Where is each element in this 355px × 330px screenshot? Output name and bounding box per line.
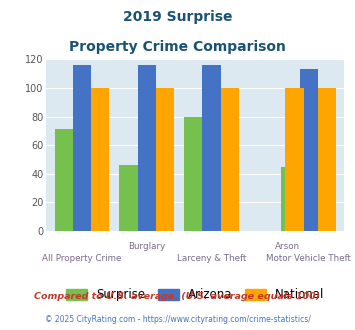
Bar bbox=[282, 167, 300, 231]
Bar bbox=[156, 88, 174, 231]
Bar bbox=[285, 88, 304, 231]
Text: © 2025 CityRating.com - https://www.cityrating.com/crime-statistics/: © 2025 CityRating.com - https://www.city… bbox=[45, 315, 310, 324]
Text: All Property Crime: All Property Crime bbox=[42, 254, 121, 263]
Bar bbox=[220, 88, 239, 231]
Bar bbox=[202, 65, 220, 231]
Legend: Surprise, Arizona, National: Surprise, Arizona, National bbox=[66, 288, 324, 301]
Bar bbox=[184, 116, 202, 231]
Bar bbox=[300, 69, 318, 231]
Text: Motor Vehicle Theft: Motor Vehicle Theft bbox=[266, 254, 351, 263]
Text: Compared to U.S. average. (U.S. average equals 100): Compared to U.S. average. (U.S. average … bbox=[34, 292, 321, 301]
Text: Burglary: Burglary bbox=[128, 243, 165, 251]
Bar bbox=[137, 65, 156, 231]
Text: 2019 Surprise: 2019 Surprise bbox=[123, 10, 232, 24]
Bar bbox=[119, 165, 137, 231]
Text: Property Crime Comparison: Property Crime Comparison bbox=[69, 40, 286, 53]
Bar bbox=[73, 65, 91, 231]
Bar bbox=[55, 129, 73, 231]
Text: Arson: Arson bbox=[275, 243, 300, 251]
Bar bbox=[318, 88, 336, 231]
Text: Larceny & Theft: Larceny & Theft bbox=[177, 254, 246, 263]
Bar bbox=[91, 88, 109, 231]
